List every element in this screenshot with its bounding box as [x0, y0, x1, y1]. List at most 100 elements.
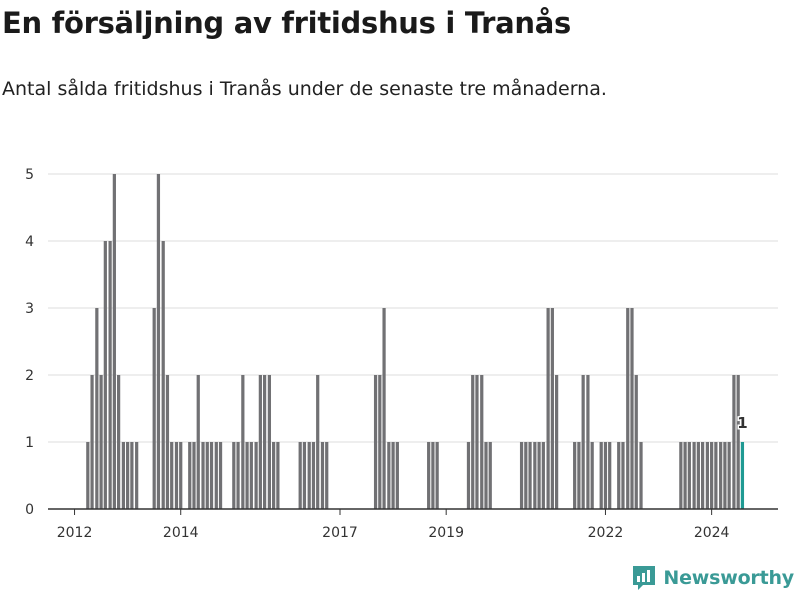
- bar: [179, 442, 183, 509]
- bar: [573, 442, 577, 509]
- bar: [307, 442, 311, 509]
- bar: [196, 375, 200, 509]
- bar: [630, 308, 634, 509]
- bar: [272, 442, 276, 509]
- y-tick-label: 2: [25, 368, 34, 384]
- bar: [431, 442, 435, 509]
- x-tick-label: 2024: [694, 525, 730, 541]
- bar: [603, 442, 608, 509]
- bar: [254, 442, 258, 509]
- bar: [524, 442, 528, 509]
- bar: [727, 442, 731, 509]
- bar: [617, 442, 621, 509]
- bar: [165, 375, 170, 509]
- bar: [325, 442, 329, 509]
- bar: [130, 442, 134, 509]
- bar: [705, 442, 710, 509]
- y-tick-label: 5: [25, 167, 34, 183]
- bar: [95, 308, 99, 509]
- x-tick-label: 2014: [163, 525, 199, 541]
- bar: [156, 174, 161, 509]
- bar: [249, 442, 253, 509]
- bar: [608, 442, 612, 509]
- bar: [475, 375, 479, 509]
- newsworthy-logo[interactable]: Newsworthy: [631, 564, 794, 592]
- bar: [382, 308, 386, 509]
- y-tick-label: 1: [25, 435, 34, 451]
- bar: [692, 442, 696, 509]
- bar: [586, 375, 590, 509]
- newsworthy-wordmark: Newsworthy: [663, 567, 794, 589]
- bar: [236, 442, 240, 509]
- bar: [466, 442, 471, 509]
- bar: [736, 375, 740, 509]
- bar: [86, 442, 90, 509]
- bar: [232, 442, 236, 509]
- bar: [262, 375, 267, 509]
- bar: [581, 375, 585, 509]
- bar: [245, 442, 249, 509]
- bar: [214, 442, 218, 509]
- bar: [161, 241, 165, 509]
- bar: [192, 442, 196, 509]
- bar: [135, 442, 139, 509]
- bar: [218, 442, 223, 509]
- bar: [378, 375, 382, 509]
- x-tick-label: 2012: [57, 525, 93, 541]
- bar: [395, 442, 399, 509]
- bar: [302, 442, 307, 509]
- y-tick-label: 3: [25, 301, 34, 317]
- bar: [201, 442, 205, 509]
- bar: [639, 442, 643, 509]
- bar: [126, 442, 130, 509]
- bar: [710, 442, 714, 509]
- bar: [108, 241, 112, 509]
- bar: [209, 442, 214, 509]
- bar: [541, 442, 545, 509]
- bar: [298, 442, 302, 509]
- bar: [103, 241, 107, 509]
- bar: [373, 375, 378, 509]
- bar: [170, 442, 174, 509]
- page-subtitle: Antal sålda fritidshus i Tranås under de…: [2, 78, 607, 100]
- bar: [480, 375, 484, 509]
- bar: [267, 375, 272, 509]
- bar: [537, 442, 541, 509]
- bar: [732, 375, 736, 509]
- bar: [621, 442, 625, 509]
- bar: [519, 442, 524, 509]
- y-tick-label: 0: [25, 502, 34, 518]
- bar: [577, 442, 581, 509]
- bar: [258, 375, 262, 509]
- newsworthy-chart-icon: [633, 566, 656, 590]
- bar: [276, 442, 280, 509]
- bar: [311, 442, 316, 509]
- bar: [205, 442, 209, 509]
- page-title: En försäljning av fritidshus i Tranås: [2, 6, 571, 40]
- bar: [90, 375, 94, 509]
- bar: [188, 442, 192, 509]
- bar: [99, 375, 103, 509]
- bar: [714, 442, 718, 509]
- bar: [679, 442, 683, 509]
- bar: [719, 442, 723, 509]
- bar: [634, 375, 638, 509]
- bar: [554, 375, 559, 509]
- bar: [116, 375, 121, 509]
- highlight-bar: [740, 442, 745, 509]
- y-tick-label: 4: [25, 234, 34, 250]
- bar: [112, 174, 116, 509]
- bar: [174, 442, 179, 509]
- bar: [626, 308, 630, 509]
- bar: [687, 442, 691, 509]
- bar: [320, 442, 325, 509]
- bar: [484, 442, 488, 509]
- bar: [546, 308, 550, 509]
- bar: [152, 308, 156, 509]
- bar: [683, 442, 687, 509]
- bar: [550, 308, 554, 509]
- bar: [533, 442, 537, 509]
- x-tick-label: 2022: [588, 525, 624, 541]
- bar: [241, 375, 245, 509]
- bar: [488, 442, 492, 509]
